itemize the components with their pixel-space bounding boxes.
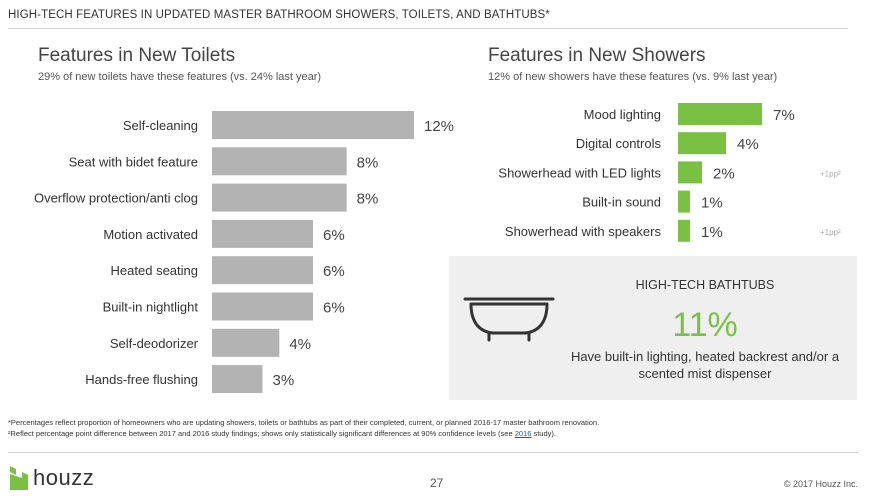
data-label: 12% (424, 118, 454, 135)
footnote-1: *Percentages reflect proportion of homeo… (8, 418, 600, 427)
toilets-chart-title: Features in New Toilets (38, 45, 236, 66)
bar (678, 103, 762, 125)
category-label: Heated seating (111, 263, 198, 278)
data-label: 3% (273, 372, 295, 389)
toilets-chart-subtitle: 29% of new toilets have these features (… (38, 71, 322, 83)
footnote-2-text: ²Reflect percentage point difference bet… (8, 429, 515, 438)
bar (212, 256, 313, 285)
category-label: Showerhead with speakers (505, 224, 662, 239)
data-label: 8% (357, 154, 379, 171)
copyright: © 2017 Houzz Inc. (783, 479, 858, 489)
page-number: 27 (430, 476, 444, 490)
study-2016-link[interactable]: 2016 (514, 429, 532, 438)
annotation-label: +1pp² (820, 169, 841, 178)
bathtubs-callout: HIGH-TECH BATHTUBS 11% Have built-in lig… (449, 256, 857, 400)
annotation-label: +1pp² (820, 228, 841, 237)
showers-chart-title: Features in New Showers (488, 45, 706, 66)
data-label: 6% (323, 300, 345, 317)
bar (212, 292, 313, 321)
data-label: 1% (701, 195, 723, 212)
bar (678, 132, 726, 155)
data-label: 8% (357, 191, 379, 208)
category-label: Digital controls (576, 136, 662, 151)
bar (212, 147, 347, 176)
houzz-logo[interactable]: houzz (10, 465, 94, 491)
bar (212, 219, 313, 248)
page-header: HIGH-TECH FEATURES IN UPDATED MASTER BAT… (8, 9, 550, 21)
bar (212, 183, 347, 212)
footer-divider (8, 452, 858, 453)
bar (212, 365, 263, 394)
data-label: 7% (773, 107, 795, 124)
bar (678, 161, 702, 184)
data-label: 1% (701, 224, 723, 241)
category-label: Showerhead with LED lights (498, 165, 661, 180)
bathtubs-title: HIGH-TECH BATHTUBS (635, 278, 775, 292)
data-label: 6% (323, 263, 345, 280)
category-label: Motion activated (103, 227, 198, 242)
data-label: 2% (713, 165, 735, 182)
footnotes: *Percentages reflect proportion of homeo… (8, 417, 599, 439)
footnote-2: ²Reflect percentage point difference bet… (8, 428, 599, 439)
category-label: Hands-free flushing (85, 372, 198, 387)
category-label: Overflow protection/anti clog (34, 191, 198, 206)
bar (678, 219, 690, 242)
data-label: 4% (737, 136, 759, 153)
bar (212, 111, 414, 139)
category-label: Self-deodorizer (110, 336, 199, 351)
category-label: Seat with bidet feature (69, 154, 198, 169)
footnote-2-end: study). (531, 429, 556, 438)
houzz-logo-text: houzz (33, 465, 95, 490)
category-label: Mood lighting (584, 107, 661, 122)
category-label: Built-in sound (582, 195, 661, 210)
category-label: Self-cleaning (123, 118, 198, 133)
houzz-logo-icon (10, 466, 28, 490)
bar (678, 190, 690, 213)
showers-chart-subtitle: 12% of new showers have these features (… (488, 71, 778, 83)
category-label: Built-in nightlight (103, 300, 199, 315)
data-label: 6% (323, 227, 345, 244)
bathtubs-percent: 11% (672, 306, 738, 344)
data-label: 4% (289, 336, 311, 353)
bathtubs-description: Have built-in lighting, heated backrest … (570, 349, 840, 381)
header-divider (8, 28, 848, 29)
bathtub-icon (463, 296, 555, 351)
bar (212, 328, 280, 357)
